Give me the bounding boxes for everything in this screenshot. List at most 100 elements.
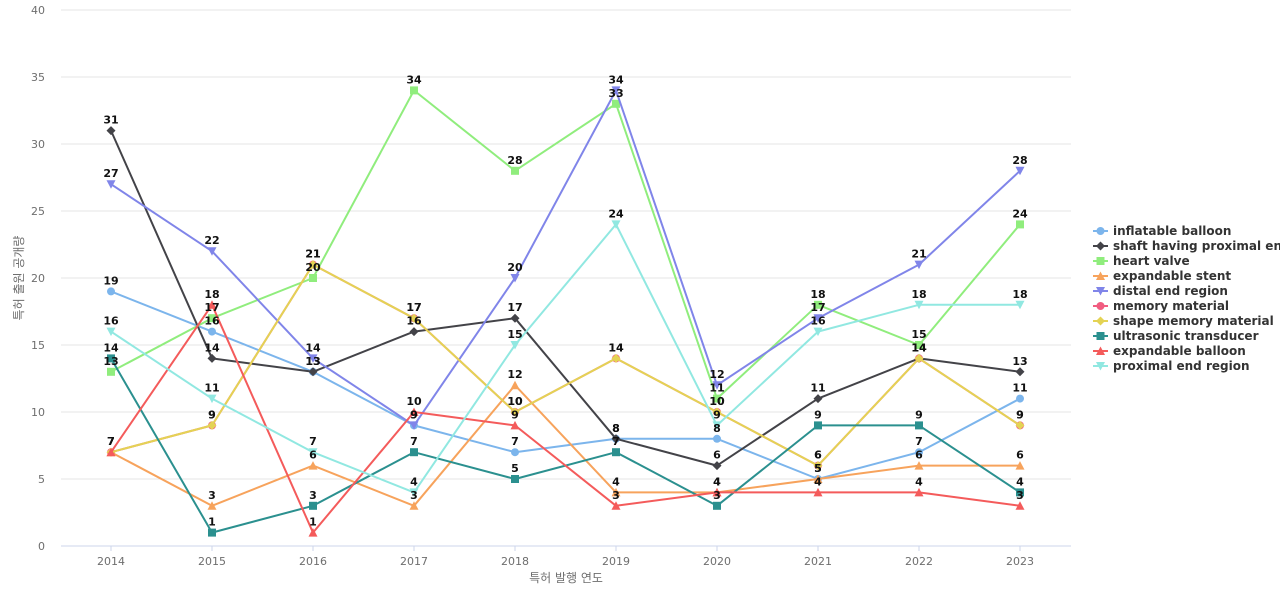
series-line bbox=[110, 303, 1021, 534]
y-tick-label: 20 bbox=[31, 272, 45, 285]
data-point bbox=[309, 274, 317, 282]
legend-item[interactable]: inflatable balloon bbox=[1093, 224, 1231, 238]
data-point bbox=[712, 461, 722, 471]
legend-item[interactable]: shape memory material bbox=[1093, 314, 1274, 328]
x-tick-label: 2016 bbox=[299, 555, 327, 568]
legend-marker bbox=[1096, 332, 1105, 340]
data-point bbox=[309, 501, 317, 510]
data-label: 4 bbox=[713, 475, 721, 488]
legend-label: memory material bbox=[1113, 299, 1229, 313]
x-axis-title: 특허 발행 연도 bbox=[529, 570, 603, 585]
data-label: 5 bbox=[814, 462, 822, 475]
data-point bbox=[914, 260, 924, 270]
data-label: 1 bbox=[208, 516, 216, 529]
series-lines bbox=[106, 86, 1025, 537]
data-point bbox=[409, 501, 419, 510]
data-point bbox=[813, 314, 823, 323]
data-label: 5 bbox=[511, 462, 519, 475]
data-label: 18 bbox=[810, 288, 825, 301]
data-label: 27 bbox=[103, 167, 118, 180]
data-label: 16 bbox=[204, 315, 220, 328]
legend-marker bbox=[1096, 287, 1105, 296]
data-point bbox=[308, 448, 318, 457]
data-label: 1 bbox=[309, 516, 317, 529]
legend-marker bbox=[1096, 271, 1105, 280]
data-label: 17 bbox=[406, 301, 421, 314]
legend-item[interactable]: shaft having proximal end bbox=[1093, 239, 1280, 253]
x-tick-label: 2022 bbox=[905, 555, 933, 568]
legend-label: shaft having proximal end bbox=[1113, 239, 1280, 253]
series-line bbox=[110, 384, 1020, 507]
legend-item[interactable]: proximal end region bbox=[1093, 359, 1250, 373]
series-line bbox=[110, 130, 1021, 467]
legend-item[interactable]: distal end region bbox=[1093, 284, 1228, 298]
legend-item[interactable]: expandable stent bbox=[1093, 269, 1231, 283]
data-label: 6 bbox=[814, 449, 822, 462]
data-point bbox=[712, 421, 722, 430]
data-label: 14 bbox=[911, 341, 927, 354]
data-label: 4 bbox=[915, 475, 923, 488]
data-label: 17 bbox=[406, 301, 421, 314]
data-label: 34 bbox=[608, 73, 624, 86]
legend-item[interactable]: heart valve bbox=[1093, 254, 1190, 268]
data-label: 7 bbox=[511, 435, 519, 448]
data-label: 14 bbox=[608, 341, 624, 354]
data-point bbox=[207, 420, 217, 430]
data-point bbox=[611, 434, 621, 444]
data-label: 21 bbox=[911, 248, 926, 261]
data-label: 13 bbox=[305, 355, 320, 368]
data-label: 12 bbox=[709, 368, 724, 381]
series-expandable-balloon bbox=[106, 300, 1025, 537]
data-label: 28 bbox=[1012, 154, 1027, 167]
data-label: 7 bbox=[612, 435, 620, 448]
data-label: 13 bbox=[103, 355, 118, 368]
legend-item[interactable]: expandable balloon bbox=[1093, 344, 1246, 358]
legend-label: ultrasonic transducer bbox=[1113, 329, 1259, 343]
legend-label: heart valve bbox=[1113, 254, 1190, 268]
data-label: 14 bbox=[911, 341, 927, 354]
data-label: 3 bbox=[208, 489, 216, 502]
data-point bbox=[409, 421, 419, 430]
data-point bbox=[813, 461, 823, 471]
series-line bbox=[110, 89, 1021, 427]
y-tick-label: 0 bbox=[38, 540, 45, 553]
data-label: 18 bbox=[1012, 288, 1027, 301]
data-label: 19 bbox=[103, 274, 118, 287]
data-label: 22 bbox=[204, 234, 219, 247]
data-point bbox=[409, 313, 419, 323]
data-label: 7 bbox=[107, 435, 115, 448]
data-label: 17 bbox=[204, 301, 219, 314]
data-label: 6 bbox=[1016, 449, 1024, 462]
data-label: 15 bbox=[911, 328, 926, 341]
data-label: 16 bbox=[406, 315, 422, 328]
data-label: 11 bbox=[204, 382, 219, 395]
data-label: 3 bbox=[713, 489, 721, 502]
legend-item[interactable]: ultrasonic transducer bbox=[1093, 329, 1259, 343]
data-point bbox=[915, 421, 923, 430]
y-tick-label: 35 bbox=[31, 71, 45, 84]
legend-marker bbox=[1096, 316, 1105, 326]
data-point bbox=[712, 381, 722, 390]
data-point bbox=[712, 487, 722, 497]
data-label: 14 bbox=[911, 341, 927, 354]
data-label: 3 bbox=[410, 489, 418, 502]
series-shaft-having-proximal-end bbox=[106, 126, 1025, 471]
data-point bbox=[1016, 220, 1024, 229]
data-point bbox=[510, 420, 520, 430]
data-label: 4 bbox=[1016, 475, 1024, 488]
data-label: 17 bbox=[507, 301, 522, 314]
data-label: 7 bbox=[915, 435, 923, 448]
data-label: 4 bbox=[713, 475, 721, 488]
data-label: 8 bbox=[612, 422, 620, 435]
data-label: 14 bbox=[103, 341, 119, 354]
data-point bbox=[510, 341, 520, 350]
legend-item[interactable]: memory material bbox=[1093, 299, 1229, 313]
data-label: 12 bbox=[507, 368, 522, 381]
data-point bbox=[914, 461, 924, 470]
data-label: 18 bbox=[911, 288, 926, 301]
data-label: 11 bbox=[709, 382, 724, 395]
data-point bbox=[814, 421, 822, 430]
